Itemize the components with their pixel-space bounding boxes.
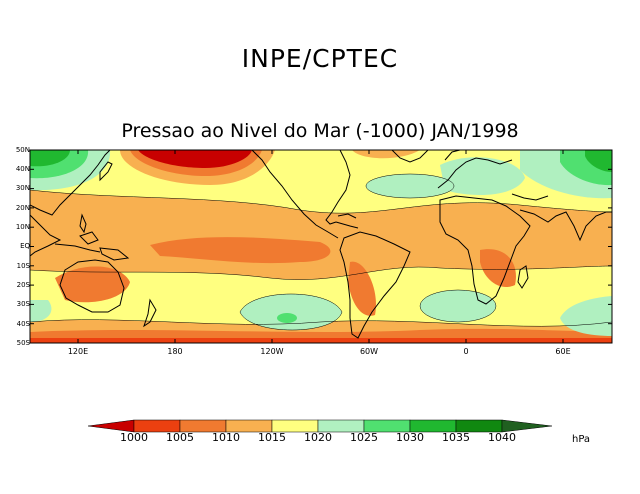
unit-label: hPa: [572, 434, 591, 445]
lat-label: 30S: [16, 300, 30, 308]
colorbar-label: 1035: [442, 431, 470, 444]
lon-label: 60E: [555, 347, 571, 356]
colorbar-label: 1040: [488, 431, 516, 444]
lon-label: 120W: [260, 347, 284, 356]
lon-label: 0: [463, 347, 469, 356]
lat-label: 20N: [15, 204, 30, 212]
lat-label: 40N: [15, 165, 30, 173]
lat-label: 40S: [16, 320, 30, 328]
lon-label: 180: [167, 347, 183, 356]
colorbar-label: 1020: [304, 431, 332, 444]
colorbar: [87, 419, 553, 433]
lon-label: 120E: [67, 347, 89, 356]
colorbar-label: 1025: [350, 431, 378, 444]
colorbar-label: 1015: [258, 431, 286, 444]
lat-label: 10S: [16, 262, 30, 270]
colorbar-high-arrow: [501, 419, 553, 433]
colorbar-label: 1000: [120, 431, 148, 444]
main-title: INPE/CPTEC: [241, 44, 399, 73]
map-title: Pressao ao Nivel do Mar (-1000) JAN/1998: [121, 120, 519, 142]
lat-label: EQ: [20, 242, 30, 250]
lat-label: 10N: [15, 223, 30, 231]
lat-label: 50S: [16, 339, 30, 347]
colorbar-label: 1005: [166, 431, 194, 444]
lat-label: 30N: [15, 184, 30, 192]
lat-label: 50N: [15, 146, 30, 154]
lat-label: 20S: [16, 281, 30, 289]
colorbar-label: 1030: [396, 431, 424, 444]
lon-label: 60W: [359, 347, 379, 356]
pressure-field: [30, 150, 612, 343]
coastlines: [30, 150, 612, 339]
colorbar-label: 1010: [212, 431, 240, 444]
